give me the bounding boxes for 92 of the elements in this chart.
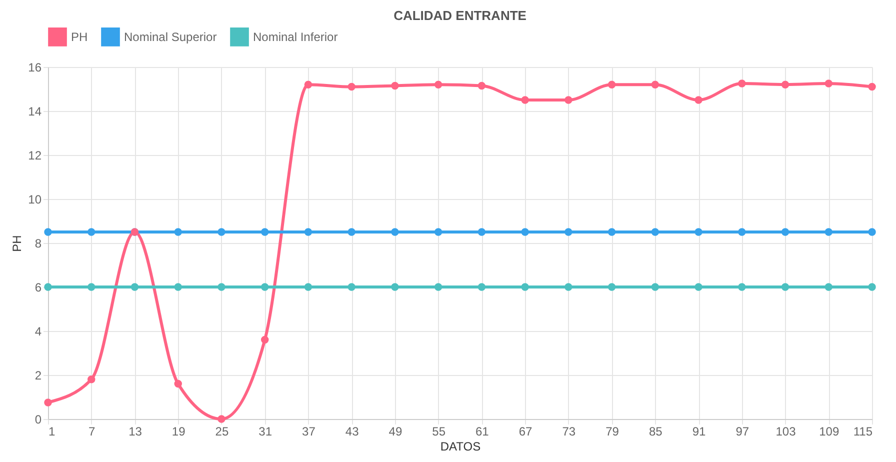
point bbox=[478, 228, 486, 236]
x-tick-label: 103 bbox=[776, 424, 796, 438]
point bbox=[434, 80, 442, 88]
point bbox=[478, 82, 486, 90]
point bbox=[521, 283, 529, 291]
point bbox=[868, 228, 876, 236]
x-tick-label: 55 bbox=[432, 424, 446, 438]
point bbox=[304, 283, 312, 291]
x-tick-label: 91 bbox=[692, 424, 706, 438]
x-tick-label: 7 bbox=[88, 424, 96, 438]
y-tick-label: 10 bbox=[28, 192, 42, 206]
x-tick-label: 43 bbox=[345, 424, 360, 438]
point bbox=[391, 283, 399, 291]
y-tick-label: 12 bbox=[28, 148, 42, 162]
x-tick-label: 37 bbox=[302, 424, 316, 438]
point bbox=[87, 283, 96, 291]
point bbox=[44, 398, 52, 406]
x-tick-label: 97 bbox=[736, 424, 750, 438]
point bbox=[824, 80, 833, 88]
point bbox=[781, 228, 790, 236]
point bbox=[781, 283, 790, 291]
point bbox=[434, 283, 442, 291]
y-tick-label: 14 bbox=[28, 104, 42, 118]
x-tick-label: 13 bbox=[128, 424, 142, 438]
point bbox=[868, 82, 876, 91]
y-tick-label: 8 bbox=[34, 236, 42, 250]
point bbox=[174, 228, 182, 236]
point bbox=[651, 283, 660, 291]
point bbox=[304, 80, 312, 88]
point bbox=[824, 228, 833, 236]
point bbox=[348, 82, 356, 91]
point bbox=[434, 228, 442, 236]
point bbox=[174, 380, 182, 388]
x-tick-label: 19 bbox=[172, 424, 186, 438]
point bbox=[651, 228, 660, 236]
point bbox=[564, 96, 572, 104]
legend-label: Nominal Superior bbox=[124, 30, 217, 44]
x-tick-label: 67 bbox=[518, 424, 533, 438]
y-tick-label: 4 bbox=[34, 324, 42, 338]
point bbox=[564, 228, 572, 236]
point bbox=[738, 283, 746, 291]
y-tick-label: 0 bbox=[34, 412, 42, 426]
point bbox=[87, 376, 96, 384]
y-tick-label: 6 bbox=[34, 280, 42, 294]
point bbox=[694, 228, 702, 236]
point bbox=[781, 80, 790, 88]
x-axis-title: DATOS bbox=[440, 440, 481, 454]
point bbox=[608, 283, 616, 291]
point bbox=[868, 283, 876, 291]
point bbox=[478, 283, 486, 291]
legend-label: Nominal Inferior bbox=[253, 30, 338, 44]
point bbox=[130, 283, 139, 291]
point bbox=[174, 283, 182, 291]
point bbox=[218, 228, 226, 236]
point bbox=[260, 336, 269, 344]
point bbox=[260, 228, 269, 236]
y-tick-label: 16 bbox=[28, 60, 42, 74]
point bbox=[391, 228, 399, 236]
x-tick-label: 49 bbox=[388, 424, 402, 438]
point bbox=[87, 228, 96, 236]
point bbox=[738, 80, 746, 88]
x-tick-label: 115 bbox=[853, 424, 873, 438]
point bbox=[304, 228, 312, 236]
x-tick-label: 61 bbox=[476, 424, 490, 438]
point bbox=[521, 96, 529, 104]
point bbox=[348, 228, 356, 236]
x-tick-label: 79 bbox=[606, 424, 620, 438]
point bbox=[44, 283, 52, 291]
point bbox=[218, 283, 226, 291]
point bbox=[521, 228, 529, 236]
x-tick-label: 73 bbox=[562, 424, 576, 438]
point bbox=[694, 283, 702, 291]
point bbox=[260, 283, 269, 291]
point bbox=[651, 80, 660, 88]
y-axis-title: PH bbox=[10, 235, 24, 252]
legend-label: PH bbox=[71, 30, 88, 44]
x-tick-label: 109 bbox=[819, 424, 840, 438]
point bbox=[348, 283, 356, 291]
point bbox=[738, 228, 746, 236]
x-tick-label: 31 bbox=[258, 424, 272, 438]
x-tick-label: 85 bbox=[648, 424, 663, 438]
x-tick-label: 1 bbox=[48, 424, 56, 438]
point bbox=[694, 96, 702, 104]
chart-title: CALIDAD ENTRANTE bbox=[394, 8, 527, 23]
point bbox=[824, 283, 833, 291]
x-tick-label: 25 bbox=[215, 424, 229, 438]
point bbox=[608, 80, 616, 88]
point bbox=[391, 82, 399, 90]
point bbox=[608, 228, 616, 236]
point bbox=[44, 228, 52, 236]
y-tick-label: 2 bbox=[34, 368, 42, 382]
point bbox=[564, 283, 572, 291]
